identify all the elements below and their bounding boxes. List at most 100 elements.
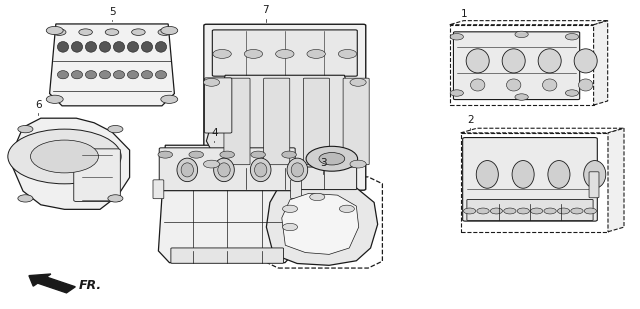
Polygon shape <box>50 24 174 106</box>
Text: 6: 6 <box>35 100 42 110</box>
Circle shape <box>565 34 579 40</box>
FancyBboxPatch shape <box>205 78 232 133</box>
Circle shape <box>158 29 172 36</box>
Circle shape <box>339 205 355 213</box>
Circle shape <box>204 78 220 86</box>
Text: 4: 4 <box>211 128 218 138</box>
Circle shape <box>18 195 33 202</box>
Ellipse shape <box>512 161 534 188</box>
Circle shape <box>584 208 596 214</box>
Circle shape <box>189 151 204 158</box>
Polygon shape <box>593 21 608 105</box>
Circle shape <box>544 208 556 214</box>
Circle shape <box>490 208 502 214</box>
FancyBboxPatch shape <box>213 167 356 189</box>
FancyBboxPatch shape <box>74 149 120 201</box>
Ellipse shape <box>113 71 125 79</box>
Text: 1: 1 <box>461 9 467 19</box>
Circle shape <box>515 31 528 38</box>
Ellipse shape <box>58 41 68 52</box>
FancyBboxPatch shape <box>153 180 164 199</box>
Text: 3: 3 <box>320 159 326 168</box>
FancyBboxPatch shape <box>264 78 290 165</box>
FancyBboxPatch shape <box>467 200 593 221</box>
Circle shape <box>132 29 145 36</box>
Circle shape <box>310 193 325 201</box>
Ellipse shape <box>99 41 111 52</box>
FancyBboxPatch shape <box>291 180 301 199</box>
Ellipse shape <box>85 71 97 79</box>
FancyBboxPatch shape <box>343 78 369 165</box>
Ellipse shape <box>156 71 166 79</box>
Circle shape <box>307 49 325 58</box>
Circle shape <box>18 125 33 133</box>
Polygon shape <box>264 177 383 268</box>
FancyBboxPatch shape <box>171 248 284 263</box>
FancyBboxPatch shape <box>449 25 593 105</box>
Ellipse shape <box>127 71 139 79</box>
Polygon shape <box>608 128 624 232</box>
Circle shape <box>161 95 178 104</box>
FancyBboxPatch shape <box>461 133 608 232</box>
Ellipse shape <box>291 163 303 177</box>
Ellipse shape <box>141 41 152 52</box>
Circle shape <box>515 94 528 100</box>
Ellipse shape <box>584 161 606 188</box>
Ellipse shape <box>287 158 308 182</box>
Circle shape <box>31 140 99 173</box>
FancyBboxPatch shape <box>453 32 580 99</box>
Ellipse shape <box>543 79 557 91</box>
Circle shape <box>557 208 570 214</box>
Ellipse shape <box>579 79 593 91</box>
Circle shape <box>306 146 358 171</box>
FancyBboxPatch shape <box>204 24 366 190</box>
Polygon shape <box>282 193 359 254</box>
Polygon shape <box>461 128 624 133</box>
Circle shape <box>450 34 463 40</box>
Circle shape <box>220 151 234 158</box>
Ellipse shape <box>574 49 597 73</box>
Circle shape <box>276 49 294 58</box>
Ellipse shape <box>255 163 267 177</box>
Ellipse shape <box>141 71 152 79</box>
FancyBboxPatch shape <box>303 78 330 165</box>
Ellipse shape <box>72 41 83 52</box>
Ellipse shape <box>72 71 83 79</box>
Circle shape <box>463 208 476 214</box>
Circle shape <box>517 208 529 214</box>
Ellipse shape <box>113 41 125 52</box>
Circle shape <box>52 29 66 36</box>
Circle shape <box>46 26 63 35</box>
Ellipse shape <box>476 161 499 188</box>
Circle shape <box>244 49 262 58</box>
Ellipse shape <box>548 161 570 188</box>
Circle shape <box>161 26 178 35</box>
Ellipse shape <box>470 79 485 91</box>
Circle shape <box>282 151 296 158</box>
Ellipse shape <box>214 158 234 182</box>
Circle shape <box>571 208 583 214</box>
FancyBboxPatch shape <box>589 172 599 198</box>
Circle shape <box>251 151 266 158</box>
Text: 2: 2 <box>467 115 474 125</box>
Circle shape <box>108 125 123 133</box>
Circle shape <box>450 90 463 96</box>
Circle shape <box>8 129 121 184</box>
Ellipse shape <box>85 41 97 52</box>
Ellipse shape <box>127 41 139 52</box>
Circle shape <box>319 153 345 165</box>
Circle shape <box>204 160 220 168</box>
Polygon shape <box>159 145 296 263</box>
Circle shape <box>158 151 173 158</box>
Circle shape <box>477 208 489 214</box>
Ellipse shape <box>58 71 68 79</box>
Circle shape <box>339 49 356 58</box>
Ellipse shape <box>156 41 166 52</box>
Polygon shape <box>206 75 364 171</box>
Text: 5: 5 <box>109 7 115 17</box>
Circle shape <box>504 208 516 214</box>
Polygon shape <box>266 180 378 265</box>
FancyBboxPatch shape <box>212 30 357 76</box>
Circle shape <box>350 78 366 86</box>
Circle shape <box>282 205 298 213</box>
